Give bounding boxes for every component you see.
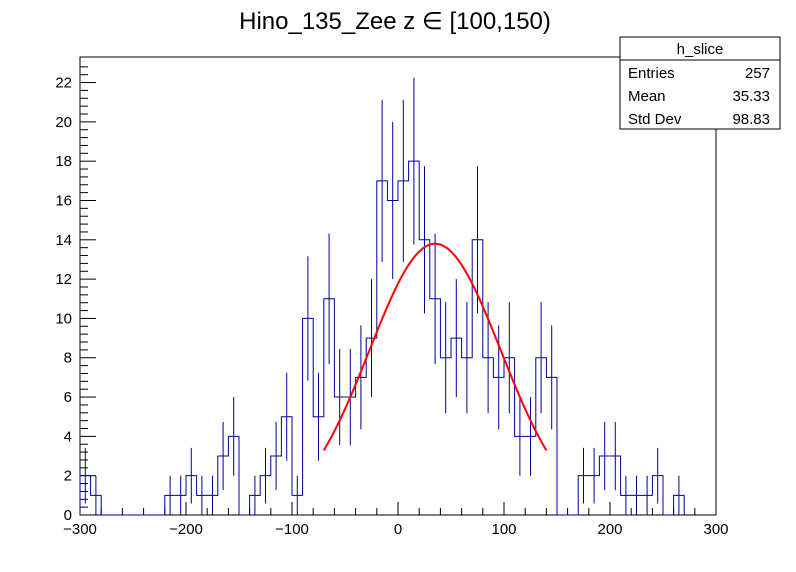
x-tick-label: 300 <box>703 521 728 538</box>
histogram-outline <box>79 160 685 516</box>
stats-box: h_slice Entries 257 Mean 35.33 Std Dev 9… <box>619 36 781 130</box>
y-tick-label: 18 <box>55 153 72 170</box>
stats-title: h_slice <box>677 41 724 58</box>
stats-label-entries: Entries <box>628 65 675 82</box>
y-tick-label: 4 <box>64 428 72 445</box>
y-tick-label: 6 <box>64 389 72 406</box>
x-tick-label: 100 <box>491 521 516 538</box>
y-tick-label: 8 <box>64 350 72 367</box>
y-tick-label: 14 <box>55 232 72 249</box>
fit-curve-group <box>322 242 548 451</box>
histogram <box>79 77 685 516</box>
fit-curve <box>322 242 548 451</box>
stats-value-mean: 35.33 <box>732 88 770 105</box>
y-tick-label: 12 <box>55 271 72 288</box>
x-tick-label: −300 <box>63 521 97 538</box>
x-tick-label: 0 <box>394 521 402 538</box>
stats-label-mean: Mean <box>628 88 666 105</box>
y-axis: 0 2 4 6 8 10 12 14 16 18 20 22 <box>55 66 96 524</box>
stats-value-entries: 257 <box>745 65 770 82</box>
y-tick-label: 10 <box>55 310 72 327</box>
x-tick-label: −200 <box>169 521 203 538</box>
x-axis: −300 −200 −100 0 100 200 300 <box>63 502 729 538</box>
x-tick-label: −100 <box>275 521 309 538</box>
stats-label-stddev: Std Dev <box>628 111 682 128</box>
y-tick-label: 22 <box>55 75 72 92</box>
y-tick-label: 20 <box>55 114 72 131</box>
y-tick-label: 0 <box>64 507 72 524</box>
y-tick-label: 16 <box>55 192 72 209</box>
stats-value-stddev: 98.83 <box>732 111 770 128</box>
chart-title: Hino_135_Zee z ∈ [100,150) <box>239 8 551 35</box>
y-tick-label: 2 <box>64 468 72 485</box>
x-tick-label: 200 <box>597 521 622 538</box>
